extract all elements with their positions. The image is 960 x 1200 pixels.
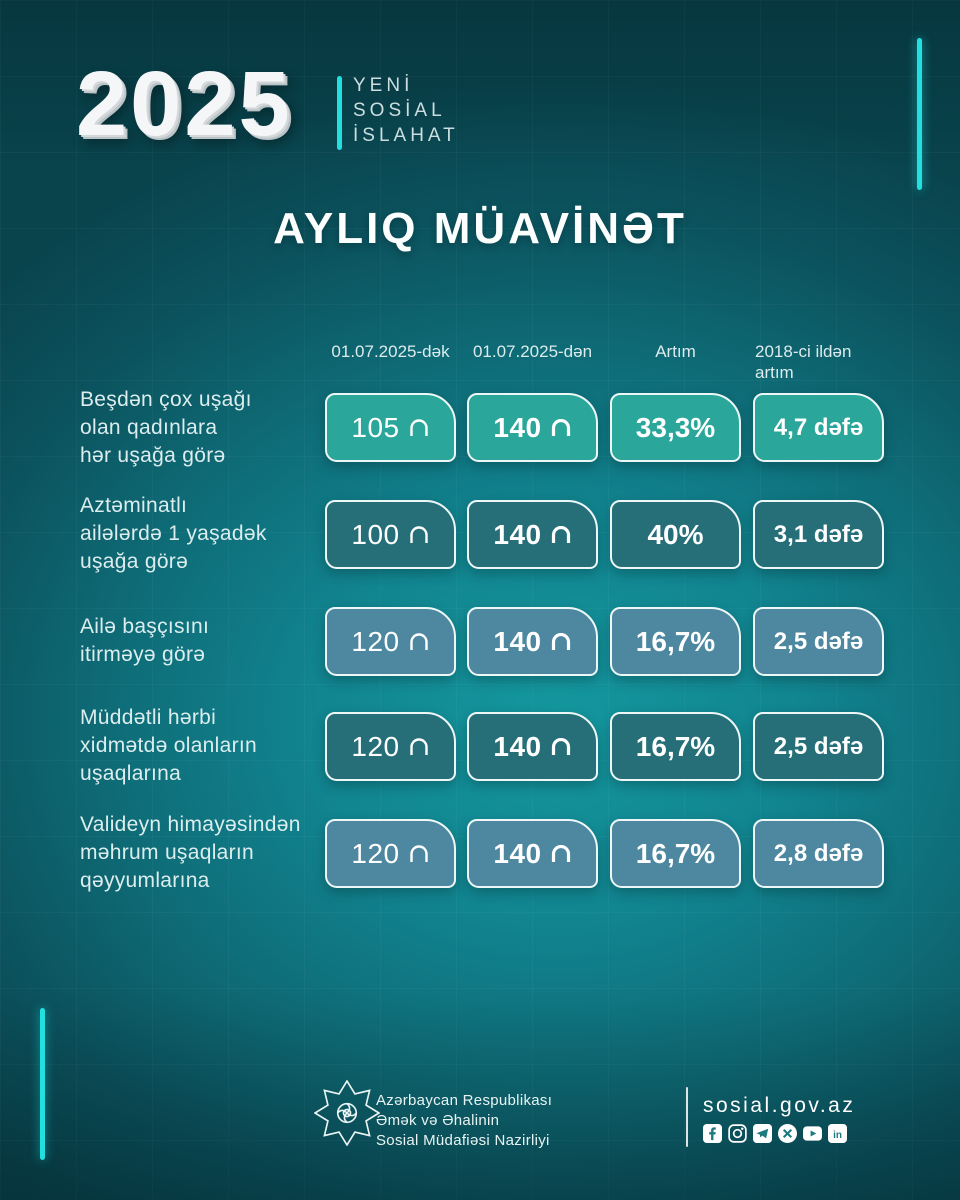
amount-value: 140 (493, 411, 542, 443)
page-title: AYLIQ MÜAVİNƏT (273, 204, 687, 253)
row-label-line: Aztəminatlı (80, 494, 188, 517)
row-label: Valideyn himayəsindən məhrum uşaqların q… (80, 811, 332, 895)
multiplier-value: 3,1 dəfə (773, 520, 864, 548)
amount-value: 140 (493, 837, 542, 869)
row-label-line: qəyyumlarına (80, 869, 210, 892)
manat-icon (409, 418, 428, 436)
row-label-line: ailələrdə 1 yaşadək (80, 522, 267, 545)
facebook-icon[interactable] (703, 1124, 722, 1143)
amount-value: 140 (493, 730, 542, 762)
row-label-line: məhrum uşaqların (80, 841, 255, 864)
cell-multiplier: 2,5 dəfə (753, 607, 884, 676)
cell-multiplier: 2,8 dəfə (753, 819, 884, 888)
row-label-line: uşaqlarına (80, 762, 182, 785)
cell-before: 120 (325, 712, 456, 781)
year-headline: 2025 (76, 53, 293, 155)
tagline: YENİ SOSİAL İSLAHAT (353, 73, 459, 148)
manat-icon (551, 632, 570, 650)
cell-before: 120 (325, 819, 456, 888)
cell-multiplier: 4,7 dəfə (753, 393, 884, 462)
row-label-line: hər uşağa görə (80, 444, 226, 467)
manat-icon (409, 525, 428, 543)
row-label-line: xidmətdə olanların (80, 734, 257, 757)
website-link[interactable]: sosial.gov.az (703, 1094, 856, 1117)
amount-value: 140 (493, 625, 542, 657)
row-label: Aztəminatlı ailələrdə 1 yaşadək uşağa gö… (80, 492, 332, 576)
svg-text:in: in (833, 1130, 842, 1141)
multiplier-value: 2,5 dəfə (773, 627, 864, 655)
cell-after: 140 (467, 712, 598, 781)
cell-before: 105 (325, 393, 456, 462)
accent-bar-bottom-left (40, 1008, 45, 1160)
percent-value: 16,7% (635, 625, 716, 657)
linkedin-icon[interactable]: in (828, 1124, 847, 1143)
manat-icon (409, 844, 428, 862)
percent-value: 16,7% (635, 837, 716, 869)
cell-after: 140 (467, 500, 598, 569)
tagline-line: YENİ (353, 75, 414, 96)
cell-before: 120 (325, 607, 456, 676)
telegram-icon[interactable] (753, 1124, 772, 1143)
cell-increase: 16,7% (610, 607, 741, 676)
row-label: Beşdən çox uşağı olan qadınlara hər uşağ… (80, 386, 332, 470)
cell-after: 140 (467, 607, 598, 676)
accent-bar-top-right (917, 38, 922, 190)
manat-icon (409, 737, 428, 755)
manat-icon (409, 632, 428, 650)
youtube-icon[interactable] (803, 1124, 822, 1143)
cell-after: 140 (467, 393, 598, 462)
row-label-line: Beşdən çox uşağı (80, 388, 252, 411)
ministry-logo-icon (313, 1079, 381, 1151)
footer-divider (686, 1087, 688, 1147)
amount-value: 120 (351, 837, 400, 869)
manat-icon (551, 418, 570, 436)
header-divider (337, 76, 342, 150)
manat-icon (551, 844, 570, 862)
amount-value: 120 (351, 625, 400, 657)
percent-value: 16,7% (635, 730, 716, 762)
ministry-name-line: Əmək və Əhalinin (376, 1112, 500, 1129)
cell-before: 100 (325, 500, 456, 569)
row-label-line: Müddətli hərbi (80, 706, 217, 729)
amount-value: 105 (351, 411, 400, 443)
column-header-since-2018: 2018-ci ildən artım (755, 342, 852, 382)
percent-value: 40% (647, 518, 704, 550)
cell-multiplier: 3,1 dəfə (753, 500, 884, 569)
ministry-name-line: Azərbaycan Respublikası (376, 1092, 553, 1109)
row-label-line: uşağa görə (80, 550, 189, 573)
row-label-line: Ailə başçısını (80, 615, 210, 638)
multiplier-value: 2,5 dəfə (773, 732, 864, 760)
instagram-icon[interactable] (728, 1124, 747, 1143)
column-header-increase: Artım (655, 342, 696, 361)
manat-icon (551, 737, 570, 755)
tagline-line: SOSİAL (353, 100, 446, 121)
row-label: Ailə başçısını itirməyə görə (80, 613, 332, 669)
tagline-line: İSLAHAT (353, 125, 459, 146)
row-label: Müddətli hərbi xidmətdə olanların uşaqla… (80, 704, 332, 788)
ministry-name: Azərbaycan Respublikası Əmək və Əhalinin… (376, 1091, 552, 1151)
cell-increase: 40% (610, 500, 741, 569)
multiplier-value: 4,7 dəfə (773, 413, 864, 441)
ministry-name-line: Sosial Müdafiəsi Nazirliyi (376, 1132, 550, 1149)
cell-multiplier: 2,5 dəfə (753, 712, 884, 781)
amount-value: 120 (351, 730, 400, 762)
column-header-after: 01.07.2025-dən (472, 342, 593, 361)
percent-value: 33,3% (635, 411, 716, 443)
row-label-line: olan qadınlara (80, 416, 218, 439)
cell-increase: 16,7% (610, 819, 741, 888)
cell-after: 140 (467, 819, 598, 888)
social-icons: in (703, 1124, 847, 1143)
cell-increase: 16,7% (610, 712, 741, 781)
amount-value: 140 (493, 518, 542, 550)
row-label-line: Valideyn himayəsindən (80, 813, 301, 836)
cell-increase: 33,3% (610, 393, 741, 462)
row-label-line: itirməyə görə (80, 643, 206, 666)
multiplier-value: 2,8 dəfə (773, 839, 864, 867)
manat-icon (551, 525, 570, 543)
x-icon[interactable] (778, 1124, 797, 1143)
column-header-before: 01.07.2025-dək (331, 342, 450, 361)
amount-value: 100 (351, 518, 400, 550)
